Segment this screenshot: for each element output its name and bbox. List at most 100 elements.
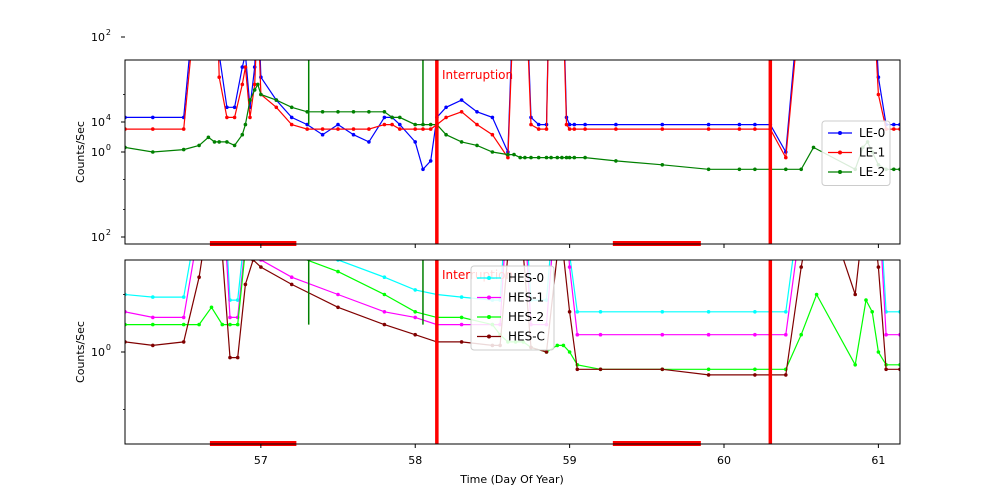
top-x-ticks	[260, 244, 879, 248]
data-point	[232, 115, 237, 120]
data-point	[459, 98, 464, 102]
data-point	[884, 367, 888, 372]
data-point	[217, 53, 221, 57]
data-point	[413, 315, 418, 320]
data-point	[151, 322, 155, 327]
data-point	[390, 122, 394, 127]
data-point	[475, 110, 479, 114]
data-point	[614, 122, 618, 127]
data-point	[444, 105, 448, 110]
bottom-legend: HES-0 HES-1 HES-2 HES-C	[470, 265, 555, 351]
data-point	[243, 65, 248, 69]
data-point	[614, 159, 618, 163]
data-point	[398, 127, 402, 131]
data-point	[706, 373, 711, 377]
data-point	[421, 167, 425, 172]
data-point	[870, 310, 874, 314]
data-point	[753, 332, 757, 337]
data-point	[660, 310, 665, 314]
data-point	[814, 292, 819, 297]
data-point	[398, 115, 402, 120]
data-point	[289, 115, 294, 120]
data-point	[660, 122, 665, 127]
y-tick-exponent: 2	[106, 28, 111, 37]
top-y-axis-label: Counts/Sec	[74, 121, 87, 183]
data-point	[892, 122, 896, 127]
data-point	[564, 122, 569, 127]
data-point	[255, 82, 260, 87]
data-point	[784, 167, 788, 172]
data-point	[568, 253, 572, 257]
data-point	[197, 322, 201, 327]
data-point	[567, 127, 572, 131]
data-point	[367, 110, 371, 114]
data-point	[382, 310, 387, 314]
data-point	[784, 373, 788, 377]
data-point	[181, 295, 186, 299]
data-point	[151, 115, 155, 120]
data-point	[228, 322, 232, 327]
data-point	[413, 288, 418, 292]
data-point	[892, 127, 896, 131]
data-point	[274, 98, 279, 102]
data-point	[660, 367, 665, 372]
legend-marker	[838, 131, 842, 135]
bottom-x-ticks: 57 58 59 60 61	[254, 444, 885, 467]
data-point	[181, 322, 186, 327]
data-point	[320, 110, 325, 114]
data-point	[706, 332, 711, 337]
data-point	[490, 115, 495, 120]
top-interruption-lines	[435, 60, 773, 244]
data-point	[243, 282, 248, 287]
data-point	[572, 127, 577, 131]
data-point	[556, 253, 560, 257]
series-line-le-2	[125, 82, 900, 171]
data-point	[251, 248, 255, 252]
data-point	[575, 367, 580, 372]
data-point	[444, 132, 448, 137]
data-point	[151, 315, 155, 320]
data-point	[413, 122, 418, 127]
data-point	[151, 295, 155, 299]
data-point	[506, 152, 510, 157]
data-point	[560, 155, 564, 160]
data-point	[225, 115, 229, 120]
data-point	[351, 110, 356, 114]
data-point	[555, 155, 560, 160]
x-axis-label: Time (Day Of Year)	[459, 473, 564, 486]
y-tick-label: 10	[91, 146, 105, 159]
data-point	[232, 105, 237, 110]
data-point	[753, 373, 757, 377]
data-point	[753, 122, 757, 127]
data-point	[413, 127, 418, 131]
data-point	[853, 292, 857, 297]
data-point	[305, 127, 310, 131]
data-point	[706, 310, 711, 314]
legend-marker	[487, 276, 491, 280]
bottom-y-axis-label: Counts/Sec	[74, 321, 87, 383]
data-point	[549, 155, 553, 160]
data-point	[864, 298, 868, 302]
data-point	[220, 322, 225, 327]
data-point	[181, 127, 186, 131]
series-line-le-1	[125, 60, 900, 160]
x-tick-label: 57	[254, 454, 268, 467]
data-point	[336, 127, 340, 131]
data-point	[228, 355, 232, 360]
data-point	[784, 310, 788, 314]
data-point	[428, 127, 433, 131]
data-point	[459, 315, 464, 320]
data-point	[799, 332, 803, 337]
y-tick-label: 10	[91, 231, 105, 244]
x-tick-label: 59	[563, 454, 577, 467]
data-point	[506, 253, 510, 257]
data-point	[555, 343, 560, 348]
data-point	[518, 155, 522, 160]
data-point	[413, 140, 418, 144]
data-point	[217, 75, 221, 79]
data-point	[529, 155, 533, 160]
data-point	[575, 310, 580, 314]
data-point	[240, 132, 245, 137]
data-point	[753, 310, 757, 314]
